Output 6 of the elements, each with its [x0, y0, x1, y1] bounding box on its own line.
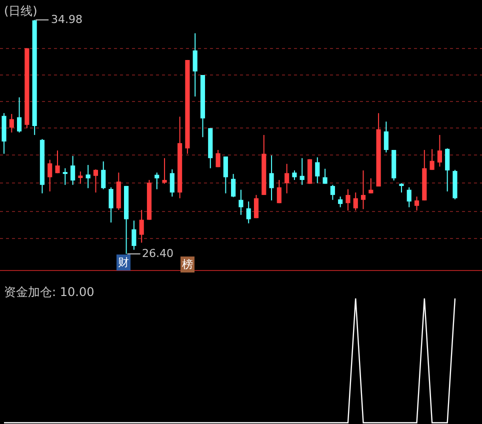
annotation: 26.40 [142, 247, 174, 260]
text: 榜 [182, 258, 193, 271]
chart-title: 资金加仓: 10.00 [4, 285, 94, 299]
text: 财 [118, 256, 129, 269]
annotation: 34.98 [51, 13, 82, 26]
chart-title: (日线) [4, 4, 38, 18]
